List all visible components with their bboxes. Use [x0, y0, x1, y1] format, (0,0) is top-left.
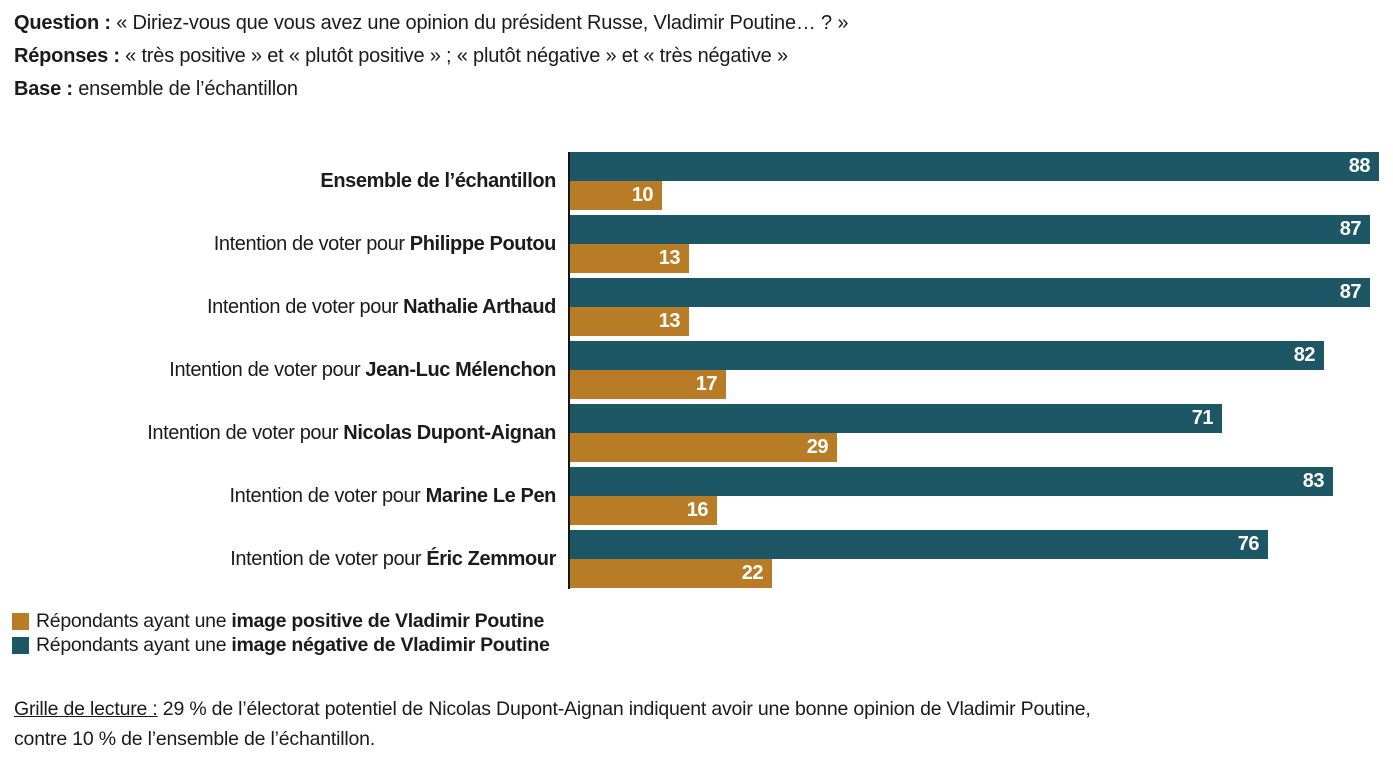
row-label-name: Nicolas Dupont-Aignan	[343, 421, 556, 444]
reading-note-text2: contre 10 % de l’ensemble de l’échantill…	[14, 728, 376, 750]
reading-note-line2: contre 10 % de l’ensemble de l’échantill…	[14, 724, 1382, 754]
bar-negative: 88	[570, 152, 1379, 181]
row-label-prefix: Intention de voter pour	[169, 358, 366, 381]
row-label: Intention de voter pour Marine Le Pen	[0, 467, 557, 525]
chart-row: Intention de voter pour Nicolas Dupont-A…	[0, 404, 1393, 462]
row-label-prefix: Intention de voter pour	[207, 295, 404, 318]
bar-negative: 83	[570, 467, 1333, 496]
bar-value-negative: 71	[1191, 407, 1214, 429]
bar-value-negative: 87	[1339, 281, 1362, 303]
bar-positive: 29	[570, 433, 837, 462]
bar-positive: 16	[570, 496, 717, 525]
row-bars: 83 16	[570, 467, 1333, 525]
bar-positive: 10	[570, 181, 662, 210]
header-text-reponses: « très positive » et « plutôt positive »…	[119, 45, 788, 67]
row-label: Intention de voter pour Nicolas Dupont-A…	[0, 404, 556, 462]
header-line-base: Base : ensemble de l’échantillon	[14, 73, 848, 106]
bar-positive: 22	[570, 559, 772, 588]
row-label-prefix: Intention de voter pour	[230, 547, 427, 570]
row-label: Intention de voter pour Nathalie Arthaud	[0, 278, 556, 336]
bar-value-positive: 16	[686, 499, 709, 521]
bar-negative: 82	[570, 341, 1324, 370]
row-label: Intention de voter pour Philippe Poutou	[0, 215, 557, 273]
bar-negative: 76	[570, 530, 1268, 559]
row-label-name: Jean-Luc Mélenchon	[365, 358, 556, 381]
row-label: Intention de voter pour Éric Zemmour	[0, 530, 556, 588]
row-bars: 71 29	[570, 404, 1222, 462]
legend-text-bold-positive: image positive de Vladimir Poutine	[231, 609, 545, 632]
header-label-question: Question :	[14, 12, 111, 34]
row-label-name: Nathalie Arthaud	[403, 295, 556, 318]
bar-value-positive: 10	[631, 184, 654, 206]
row-label-prefix: Intention de voter pour	[213, 232, 410, 255]
chart-row: Intention de voter pour Jean-Luc Mélench…	[0, 341, 1393, 399]
bar-value-positive: 29	[806, 436, 829, 458]
bar-positive: 13	[570, 244, 689, 273]
chart-rows: Ensemble de l’échantillon 88 10 Intentio…	[0, 152, 1393, 589]
row-label-name: Marine Le Pen	[425, 484, 557, 507]
chart-header: Question : « Diriez-vous que vous avez u…	[14, 7, 848, 106]
bar-value-positive: 13	[658, 247, 681, 269]
row-label-name: Ensemble de l’échantillon	[320, 169, 556, 192]
header-line-reponses: Réponses : « très positive » et « plutôt…	[14, 40, 848, 73]
chart-row: Intention de voter pour Éric Zemmour 76 …	[0, 530, 1393, 588]
bar-negative: 71	[570, 404, 1222, 433]
row-bars: 76 22	[570, 530, 1268, 588]
header-label-reponses: Réponses :	[14, 45, 120, 67]
reading-note: Grille de lecture : 29 % de l’électorat …	[14, 694, 1382, 754]
bar-positive: 17	[570, 370, 726, 399]
negative-swatch-icon	[12, 636, 29, 654]
bar-positive: 13	[570, 307, 689, 336]
row-label-prefix: Intention de voter pour	[229, 484, 426, 507]
reading-note-text1: 29 % de l’électorat potentiel de Nicolas…	[157, 698, 1091, 720]
row-label-name: Philippe Poutou	[409, 232, 557, 255]
chart-row: Ensemble de l’échantillon 88 10	[0, 152, 1393, 210]
legend-item-negative: Répondants ayant une image négative de V…	[12, 633, 550, 657]
chart-row: Intention de voter pour Philippe Poutou …	[0, 215, 1393, 273]
bar-value-negative: 76	[1237, 533, 1260, 555]
bar-value-positive: 13	[658, 310, 681, 332]
row-bars: 87 13	[570, 278, 1370, 336]
bar-value-positive: 22	[741, 562, 764, 584]
header-label-base: Base :	[14, 78, 73, 100]
bar-value-negative: 82	[1293, 344, 1316, 366]
legend-item-positive: Répondants ayant une image positive de V…	[12, 609, 550, 633]
chart-row: Intention de voter pour Marine Le Pen 83…	[0, 467, 1393, 525]
row-bars: 82 17	[570, 341, 1324, 399]
reading-note-line1: Grille de lecture : 29 % de l’électorat …	[14, 694, 1382, 724]
bar-chart: Ensemble de l’échantillon 88 10 Intentio…	[0, 152, 1393, 589]
header-text-base: ensemble de l’échantillon	[72, 78, 298, 100]
bar-value-negative: 87	[1339, 218, 1362, 240]
chart-legend: Répondants ayant une image positive de V…	[12, 609, 550, 657]
bar-value-negative: 88	[1348, 155, 1371, 177]
row-label: Intention de voter pour Jean-Luc Mélench…	[0, 341, 556, 399]
row-bars: 87 13	[570, 215, 1370, 273]
legend-text-prefix-positive: Répondants ayant une	[36, 609, 232, 632]
bar-negative: 87	[570, 215, 1370, 244]
row-bars: 88 10	[570, 152, 1379, 210]
chart-row: Intention de voter pour Nathalie Arthaud…	[0, 278, 1393, 336]
bar-value-negative: 83	[1302, 470, 1325, 492]
chart-axis	[568, 152, 570, 589]
row-label-name: Éric Zemmour	[426, 547, 556, 570]
bar-negative: 87	[570, 278, 1370, 307]
bar-value-positive: 17	[695, 373, 718, 395]
reading-note-label: Grille de lecture :	[14, 698, 158, 720]
positive-swatch-icon	[12, 612, 29, 630]
header-line-question: Question : « Diriez-vous que vous avez u…	[14, 7, 848, 40]
row-label: Ensemble de l’échantillon	[0, 152, 556, 210]
row-label-prefix: Intention de voter pour	[147, 421, 344, 444]
legend-text-prefix-negative: Répondants ayant une	[36, 633, 232, 656]
header-text-question: « Diriez-vous que vous avez une opinion …	[110, 12, 849, 34]
legend-text-bold-negative: image négative de Vladimir Poutine	[231, 633, 550, 656]
